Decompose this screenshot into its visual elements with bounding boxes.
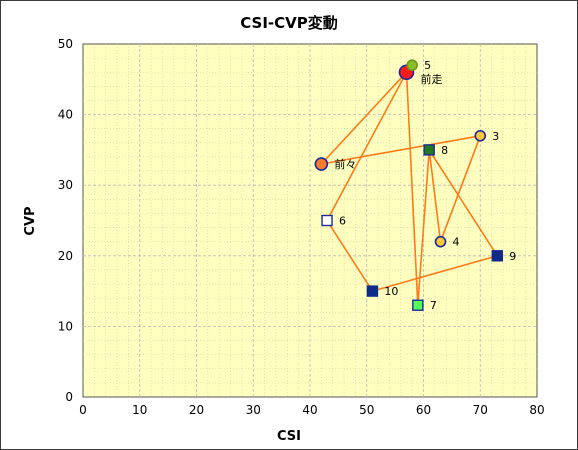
point-label: 5: [424, 59, 431, 72]
y-tick-label: 50: [58, 37, 73, 51]
y-axis-label: CVP: [23, 206, 38, 235]
point-label: 8: [441, 144, 448, 157]
point-7: [412, 299, 424, 311]
point-5: [406, 59, 418, 71]
point-9: [491, 250, 503, 262]
x-tick-label: 30: [246, 403, 261, 417]
chart-title: CSI-CVP変動: [240, 14, 338, 32]
point-label: 前走: [420, 72, 442, 86]
y-tick-label: 0: [65, 390, 73, 404]
x-tick-label: 80: [529, 403, 544, 417]
point-label: 10: [384, 285, 398, 298]
x-tick-label: 40: [302, 403, 317, 417]
point-4: [434, 235, 447, 248]
point-label: 4: [453, 236, 460, 249]
point-label: 7: [430, 299, 437, 312]
plot-area: 0 10 20 30 40 50 60 70 80 0 10 20 30 40 50 前々 前走 3 4 5 6 7 8 9 1…: [58, 37, 545, 417]
point-label: 6: [339, 215, 346, 228]
x-axis-label: CSI: [277, 429, 301, 444]
y-tick-label: 20: [58, 249, 73, 263]
x-tick-label: 50: [359, 403, 374, 417]
y-tick-label: 10: [58, 319, 73, 333]
point-label: 9: [509, 250, 516, 263]
x-tick-label: 10: [132, 403, 147, 417]
point-6: [321, 214, 333, 227]
x-tick-label: 20: [189, 403, 204, 417]
x-tick-label: 70: [473, 403, 488, 417]
y-tick-label: 30: [58, 178, 73, 192]
point-label: 前々: [334, 157, 356, 171]
point-10: [366, 285, 379, 297]
point-8: [423, 144, 435, 156]
point-label: 3: [492, 130, 499, 143]
x-tick-label: 60: [416, 403, 431, 417]
point-3: [474, 129, 487, 142]
x-tick-label: 0: [79, 403, 87, 417]
y-tick-label: 40: [58, 108, 73, 122]
point-前々: [314, 157, 329, 171]
